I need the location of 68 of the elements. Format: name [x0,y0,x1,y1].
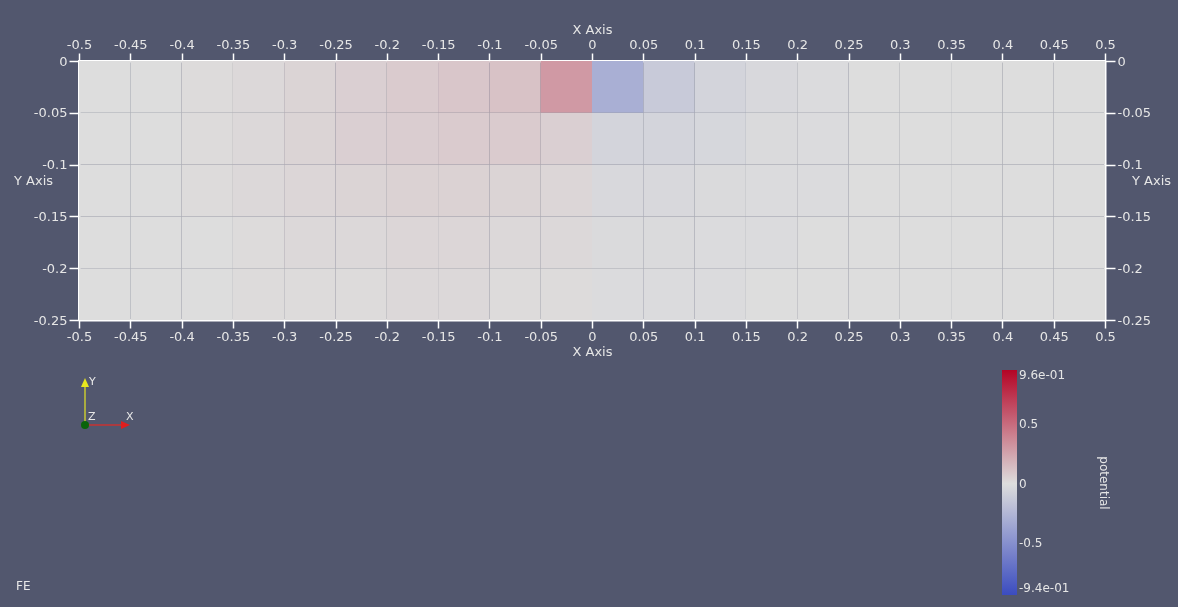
x-tick-label: 0 [588,328,597,344]
y2-axis-title: Y Axis [1130,173,1172,188]
text: X [126,410,134,423]
x2-tick-label: -0.05 [524,36,559,52]
x2-tick-label: 0.5 [1095,36,1116,52]
text: Z [88,410,96,423]
x-tick-label: 0.3 [889,328,911,344]
x2-tick-label: 0.4 [992,36,1014,52]
x-tick-label: -0.25 [319,328,353,344]
x2-tick-label: 0.15 [731,36,761,52]
x-tick-label: -0.4 [169,328,195,344]
y-tick-label: -0.1 [42,157,68,173]
x2-tick-label: 0.3 [889,36,911,52]
x2-tick-label: 0.45 [1039,36,1069,52]
x-tick-label: 0.15 [731,328,761,344]
x2-tick-label: 0.25 [834,36,864,52]
x-tick-label: 0.05 [629,328,659,344]
y2-tick-label: -0.1 [1117,157,1143,173]
x-tick-label: 0.45 [1039,328,1069,344]
x-axis-title: X Axis [572,343,613,359]
x2-tick-label: 0 [588,36,597,52]
y2-tick-label: -0.05 [1117,105,1152,121]
y2-tick-label: -0.15 [1117,208,1152,224]
x2-tick-label: -0.2 [374,36,400,52]
x2-tick-label: -0.5 [66,36,93,52]
color-bar-label: 9.6e-01 [1019,368,1066,382]
x2-tick-label: -0.35 [216,36,251,52]
y-tick-label: 0 [59,53,68,69]
y-tick-label: -0.25 [33,312,68,328]
color-bar-label: 0 [1019,476,1027,491]
color-bar-label: 0.5 [1019,417,1039,432]
y2-tick-label: -0.25 [1117,312,1152,328]
text: Y [89,375,96,388]
x-tick-label: -0.05 [524,328,559,344]
y-tick-label: -0.2 [42,260,68,276]
color-bar-label: -0.5 [1019,535,1043,550]
x-tick-label: 0.5 [1095,328,1116,344]
color-bar-title: potential [1097,456,1111,510]
x2-tick-label: -0.4 [169,36,195,52]
x-tick-label: -0.5 [66,328,93,344]
y2-tick-label: 0 [1117,53,1126,69]
x2-tick-label: 0.2 [787,36,809,52]
x2-tick-label: 0.35 [937,36,967,52]
x-tick-label: 0.25 [834,328,864,344]
x2-tick-label: -0.1 [477,36,503,52]
x2-tick-label: 0.05 [629,36,659,52]
x2-tick-label: -0.25 [319,36,353,52]
y2-tick-label: -0.2 [1117,260,1143,276]
x2-tick-label: -0.45 [113,36,148,52]
x2-axis-title: X Axis [572,21,613,37]
x-tick-label: -0.2 [374,328,400,344]
x-tick-label: -0.1 [477,328,503,344]
x-tick-label: -0.3 [272,328,298,344]
y-axis-title: Y Axis [12,173,54,188]
x-tick-label: 0.4 [992,328,1014,344]
x-tick-label: -0.15 [421,328,456,344]
x2-tick-label: -0.15 [421,36,456,52]
x2-tick-label: 0.1 [684,36,706,52]
x-tick-label: 0.1 [684,328,706,344]
y-tick-label: -0.05 [33,105,68,121]
x-tick-label: 0.2 [787,328,809,344]
color-bar-label: -9.4e-01 [1019,581,1070,595]
x2-tick-label: -0.3 [272,36,298,52]
y-tick-label: -0.15 [33,208,68,224]
text: FE [16,579,31,593]
x-tick-label: 0.35 [937,328,967,344]
x-tick-label: -0.45 [113,328,148,344]
x-tick-label: -0.35 [216,328,251,344]
